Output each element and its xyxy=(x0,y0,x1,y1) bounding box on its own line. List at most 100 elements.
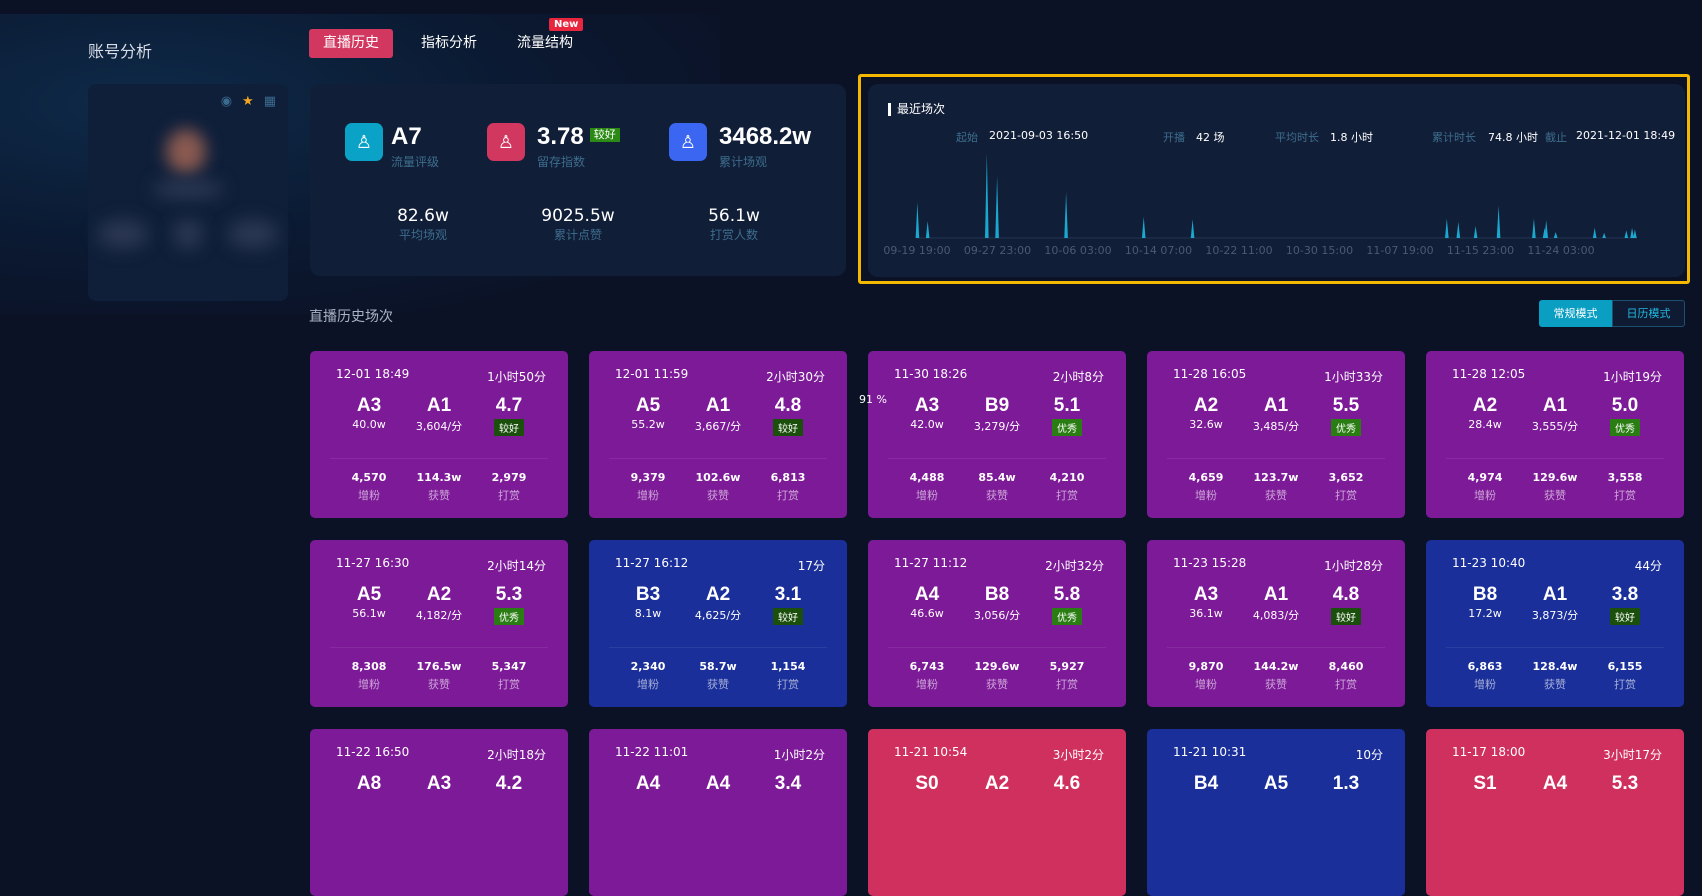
total-duration-value: 74.8 小时 xyxy=(1488,131,1538,144)
eye-icon[interactable]: ◉ xyxy=(220,94,233,109)
session-card[interactable]: 11-27 11:12 2小时32分 A4 46.6w B8 3,056/分 5.8… xyxy=(868,540,1126,707)
section-title: 直播历史场次 xyxy=(309,309,393,325)
flow-grade: A2 xyxy=(705,584,731,605)
views: 46.6w xyxy=(910,607,944,620)
session-spike xyxy=(1445,218,1449,238)
gifts-value: 6,813 xyxy=(770,471,806,484)
qrcode-icon[interactable]: ▦ xyxy=(263,94,276,109)
count-label: 开播 xyxy=(1163,131,1185,144)
gifts-value: 4,210 xyxy=(1049,471,1085,484)
flow-grade: A4 xyxy=(1542,773,1568,794)
traffic-grade: B4 xyxy=(1193,773,1219,794)
star-icon[interactable]: ★ xyxy=(242,94,254,109)
grade-badge: 优秀 xyxy=(1331,419,1361,436)
session-duration: 2小时14分 xyxy=(487,559,546,573)
divider xyxy=(888,458,1106,459)
session-card[interactable]: 11-17 18:00 3小时17分 S1 A4 5.3 xyxy=(1426,729,1684,896)
flow-grade: A3 xyxy=(426,773,452,794)
grade-badge: 优秀 xyxy=(494,608,524,625)
stat-rating: ♙ A7 流量评级 xyxy=(345,123,439,170)
grade-badge: 较好 xyxy=(773,608,803,625)
x-tick-label: 11-15 23:00 xyxy=(1447,244,1514,257)
views-per-minute: 4,182/分 xyxy=(415,609,463,622)
retention-score: 5.0 xyxy=(1611,395,1639,416)
likes-label: 获赞 xyxy=(1544,489,1566,502)
traffic-grade: A3 xyxy=(1193,584,1219,605)
likes-value: 129.6w xyxy=(974,660,1020,673)
session-date: 11-21 10:54 xyxy=(894,745,968,759)
flow-grade: A1 xyxy=(1542,584,1568,605)
fans-value: 9,870 xyxy=(1188,660,1224,673)
tab-metrics[interactable]: 指标分析 xyxy=(421,35,477,51)
session-card[interactable]: 11-21 10:54 3小时2分 S0 A2 4.6 xyxy=(868,729,1126,896)
stat-value: 56.1w xyxy=(708,206,760,226)
traffic-grade: B8 xyxy=(1472,584,1498,605)
fans-value: 2,340 xyxy=(630,660,666,673)
flow-grade: A1 xyxy=(705,395,731,416)
session-duration: 2小时30分 xyxy=(766,370,825,384)
session-date: 11-27 11:12 xyxy=(894,556,968,570)
tab-live-history[interactable]: 直播历史 xyxy=(309,29,393,58)
views: 56.1w xyxy=(352,607,386,620)
divider xyxy=(1446,647,1664,648)
session-card[interactable]: 11-27 16:30 2小时14分 A5 56.1w A2 4,182/分 5.3… xyxy=(310,540,568,707)
session-duration: 2小时8分 xyxy=(1052,370,1104,384)
flow-grade: A1 xyxy=(426,395,452,416)
divider xyxy=(609,647,827,648)
views: 28.4w xyxy=(1468,418,1502,431)
x-tick-label: 11-07 19:00 xyxy=(1366,244,1433,257)
session-duration: 1小时33分 xyxy=(1324,370,1383,384)
session-spike xyxy=(1532,218,1536,238)
session-card[interactable]: 11-27 16:12 17分 B3 8.1w A2 4,625/分 3.1 较好 2… xyxy=(589,540,847,707)
retention-score: 4.8 xyxy=(774,395,802,416)
session-card[interactable]: 11-28 12:05 1小时19分 A2 28.4w A1 3,555/分 5.0… xyxy=(1426,351,1684,518)
fans-value: 4,488 xyxy=(909,471,945,484)
session-card[interactable]: 11-22 11:01 1小时2分 A4 A4 3.4 xyxy=(589,729,847,896)
stats-panel: ♙ A7 流量评级 ♙ 3.78 较好 留存指数 ♙ 3468.2w 累计场观 82.6… xyxy=(310,84,846,276)
session-date: 11-27 16:12 xyxy=(615,556,689,570)
session-spike xyxy=(1633,229,1637,238)
session-date: 11-23 10:40 xyxy=(1452,556,1526,570)
session-date: 11-27 16:30 xyxy=(336,556,410,570)
session-spike xyxy=(1624,230,1629,238)
traffic-grade: A4 xyxy=(635,773,661,794)
gifts-value: 1,154 xyxy=(770,660,806,673)
divider xyxy=(888,647,1106,648)
session-card[interactable]: 11-23 15:28 1小时28分 A3 36.1w A1 4,083/分 4.8… xyxy=(1147,540,1405,707)
gifts-label: 打赏 xyxy=(777,489,799,502)
gifts-value: 8,460 xyxy=(1328,660,1364,673)
retention-score: 5.1 xyxy=(1053,395,1081,416)
traffic-grade: A3 xyxy=(356,395,382,416)
divider xyxy=(609,458,827,459)
grade-badge: 较好 xyxy=(1610,608,1640,625)
views: 36.1w xyxy=(1189,607,1223,620)
stat-retention: ♙ 3.78 较好 留存指数 xyxy=(487,123,620,170)
traffic-grade: S0 xyxy=(915,773,939,794)
session-card[interactable]: 11-30 18:26 2小时8分 A3 42.0w B9 3,279/分 5.1 优… xyxy=(868,351,1126,518)
session-card[interactable]: 12-01 18:49 1小时50分 A3 40.0w A1 3,604/分 4.7… xyxy=(310,351,568,518)
views: 40.0w xyxy=(352,418,386,431)
session-card[interactable]: 11-28 16:05 1小时33分 A2 32.6w A1 3,485/分 5.5… xyxy=(1147,351,1405,518)
fans-value: 6,863 xyxy=(1467,660,1503,673)
fans-value: 4,570 xyxy=(351,471,387,484)
session-card[interactable]: 11-22 16:50 2小时18分 A8 A3 4.2 xyxy=(310,729,568,896)
session-spike xyxy=(1553,232,1558,238)
divider xyxy=(1446,458,1664,459)
session-spike xyxy=(1190,219,1195,238)
session-date: 12-01 18:49 xyxy=(336,367,410,381)
session-date: 11-17 18:00 xyxy=(1452,745,1526,759)
session-card[interactable]: 11-21 10:31 10分 B4 A5 1.3 xyxy=(1147,729,1405,896)
likes-label: 获赞 xyxy=(707,678,729,691)
progress-percent: 91 % xyxy=(859,393,887,406)
start-label: 起始 xyxy=(956,131,978,144)
start-value: 2021-09-03 16:50 xyxy=(989,129,1089,142)
tab-traffic-structure[interactable]: 流量结构 xyxy=(517,35,573,51)
session-card[interactable]: 12-01 11:59 2小时30分 A5 55.2w A1 3,667/分 4.8… xyxy=(589,351,847,518)
session-spike xyxy=(915,202,920,238)
normal-mode-button[interactable]: 常规模式 xyxy=(1539,300,1612,327)
retention-score: 3.1 xyxy=(774,584,802,605)
stat-value: 3468.2w xyxy=(719,123,812,150)
session-card[interactable]: 11-23 10:40 44分 B8 17.2w A1 3,873/分 3.8 较好 … xyxy=(1426,540,1684,707)
x-tick-label: 11-24 03:00 xyxy=(1527,244,1594,257)
calendar-mode-button[interactable]: 日历模式 xyxy=(1612,300,1685,327)
